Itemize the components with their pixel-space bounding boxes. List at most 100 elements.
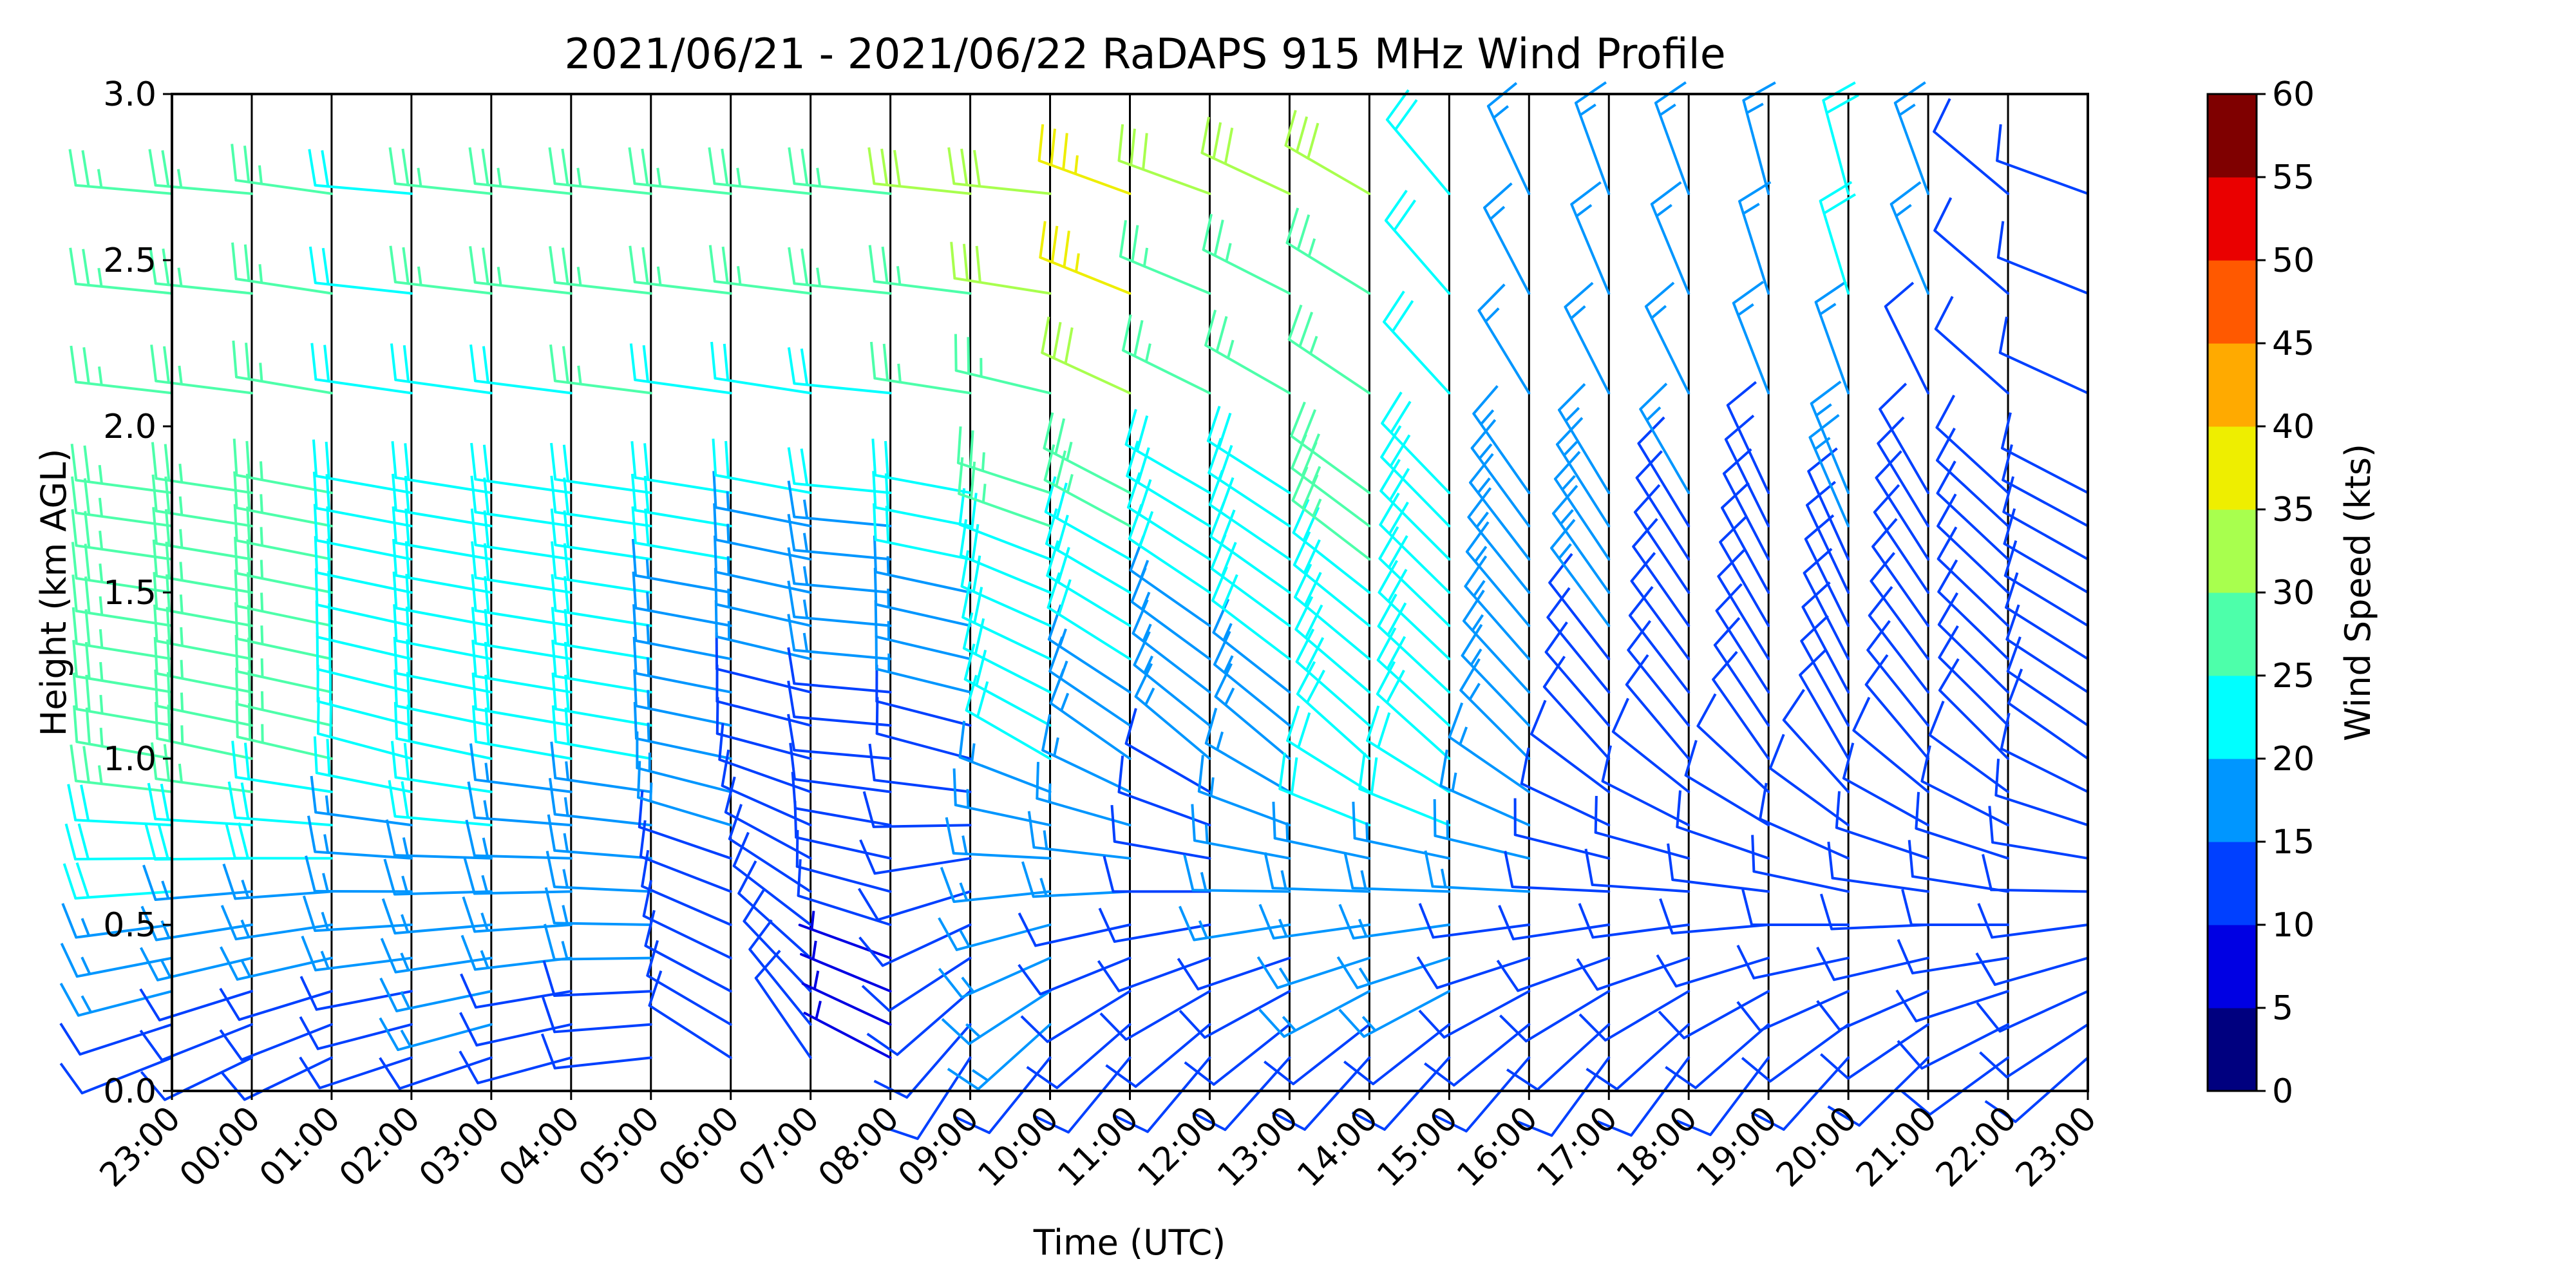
barb-flag (1133, 631, 1151, 666)
barb-shaft (394, 956, 493, 974)
barb-flag (1177, 958, 1200, 990)
barb-shaft (1272, 923, 1371, 940)
barb-shaft (234, 278, 333, 295)
barb-half-flag (481, 875, 489, 894)
barb-flag (795, 829, 799, 867)
barb-half-flag (240, 959, 251, 978)
barb-flag (1852, 696, 1871, 732)
barb-shaft (875, 603, 972, 627)
barb-shaft (473, 281, 573, 295)
barb-shaft (2005, 606, 2089, 661)
colorbar-segment (2208, 509, 2257, 593)
barb-shaft (1047, 638, 1132, 694)
barb-flag (1530, 699, 1547, 735)
barb-shaft (394, 509, 493, 527)
barb-shaft (234, 178, 333, 195)
barb-flag (1284, 109, 1297, 146)
barb-flag (1215, 316, 1228, 352)
barb-half-flag (1312, 498, 1322, 517)
barb-shaft (394, 476, 493, 495)
barb-shaft (1996, 256, 2089, 295)
barb-flag (310, 775, 317, 813)
barb-shaft (1378, 557, 1451, 627)
x-tick-label: 14:00 (1290, 1099, 1385, 1195)
barb-column (857, 147, 972, 1141)
barb-shaft (961, 616, 1052, 661)
barb-shaft (1654, 101, 1690, 195)
barb-flag (1810, 381, 1842, 405)
barb-shaft (395, 607, 493, 627)
barb-shaft (633, 280, 732, 295)
barb-half-flag (1484, 307, 1500, 323)
barb-flag (316, 697, 320, 734)
barb-flag (1870, 552, 1896, 582)
barb-flag (639, 820, 647, 857)
barb-flag (549, 344, 556, 381)
barb-shaft (1291, 499, 1371, 561)
barb-flag (1379, 459, 1401, 492)
barb-flag (1908, 840, 1914, 877)
barb-flag (1204, 708, 1218, 744)
barb-half-flag (1459, 726, 1468, 745)
barb-shaft (1889, 203, 1930, 295)
barb-flag (1264, 852, 1274, 889)
barb-shaft (641, 885, 732, 926)
colorbar-segment (2208, 426, 2257, 510)
barb-half-flag (1307, 238, 1316, 257)
barb-flag (1222, 574, 1238, 609)
barb-flag (1103, 855, 1115, 892)
x-axis: 23:0000:0001:0002:0003:0004:0005:0006:00… (93, 1091, 2104, 1195)
barb-shaft (1864, 683, 1930, 760)
barb-flag (405, 606, 411, 643)
barb-flag (1385, 189, 1408, 222)
barb-flag (149, 247, 157, 284)
barb-shaft (554, 511, 652, 527)
barb-flag (484, 641, 490, 679)
barb-shaft (1271, 887, 1371, 893)
barb-half-flag (1311, 466, 1321, 484)
barb-flag (1202, 213, 1213, 251)
barb-shaft (1630, 580, 1690, 661)
barb-flag (1352, 801, 1356, 838)
barb-flag (1424, 1062, 1455, 1086)
barb-shaft (314, 811, 413, 827)
colorbar-segment (2208, 592, 2257, 676)
barb-flag (1130, 128, 1136, 166)
barb-flag (391, 473, 397, 511)
barb-flag (1741, 889, 1754, 925)
barb-shaft (474, 990, 573, 1009)
barb-flag (470, 508, 477, 545)
barb-flag (940, 867, 956, 902)
barb-flag (1759, 782, 1768, 820)
barb-flag (1741, 1057, 1772, 1083)
barb-flag (1826, 93, 1859, 114)
barb-shaft (1376, 692, 1451, 760)
barb-shaft (1799, 674, 1850, 760)
barb-shaft (1604, 990, 1690, 1042)
barb-shaft (235, 375, 333, 395)
barb-half-flag (1074, 155, 1079, 175)
x-tick-label: 23:00 (93, 1099, 188, 1195)
barb-shaft (1039, 956, 1132, 996)
barb-flag (225, 822, 236, 859)
barb-shaft (473, 182, 573, 195)
barb-flag (329, 700, 333, 737)
barb-flag (164, 476, 171, 513)
barb-shaft (639, 855, 732, 893)
barb-flag (1343, 852, 1354, 889)
barb-shaft (967, 990, 1052, 1045)
barb-flag (68, 149, 77, 186)
barb-flag (1478, 283, 1506, 312)
barb-shaft (1742, 99, 1770, 195)
barb-shaft (1382, 320, 1451, 395)
barb-half-flag (1645, 406, 1662, 422)
barb-flag (379, 1017, 399, 1051)
barb-shaft (1379, 489, 1451, 561)
barb-shaft (1470, 446, 1531, 527)
barb-flag (1938, 658, 1960, 691)
barb-flag (164, 509, 171, 546)
barb-flag (952, 768, 957, 806)
barb-flag (882, 343, 889, 381)
barb-half-flag (260, 625, 264, 645)
barb-shaft (554, 544, 652, 561)
